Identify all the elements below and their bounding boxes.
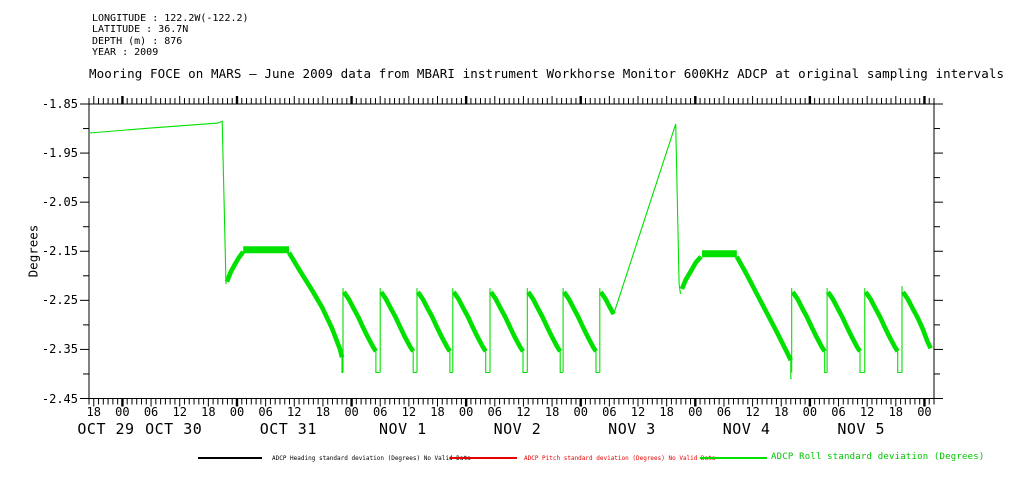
year-line: YEAR : 2009 [92,46,159,58]
roll-series-path [863,290,900,353]
chart-title: Mooring FOCE on MARS — June 2009 data fr… [89,66,1005,81]
roll-series-path [522,351,528,374]
y-tick-label: -2.35 [41,342,78,357]
roll-series-path [790,360,792,379]
x-tick-label: 18 [773,405,789,419]
roll-series-path [897,351,902,374]
roll-series-path [562,290,598,353]
roll-series-path [412,351,417,374]
date-label: NOV 4 [722,420,771,438]
station-info-block: LONGITUDE : 122.2W(-122.2) LATITUDE : 36… [92,13,249,58]
x-tick-label: 12 [401,405,417,419]
x-tick-label: 18 [315,405,331,419]
x-tick-label: 06 [831,405,846,419]
x-tick-label: 18 [430,405,445,419]
y-tick-label: -2.05 [41,195,78,210]
date-label: NOV 2 [493,420,542,438]
x-tick-label: 18 [544,405,560,419]
roll-series-path [451,290,488,353]
roll-series-path [489,290,525,353]
x-tick-label: 06 [716,405,732,419]
y-tick-label: -1.95 [41,146,78,161]
legend-pitch-label: ADCP Pitch standard deviation (Degrees) … [524,455,716,462]
latitude-line: LATITUDE : 36.7N [92,24,189,36]
x-tick-label: 18 [659,405,674,419]
roll-series-path [379,290,416,353]
roll-series-path [375,351,381,374]
x-tick-label: 06 [602,405,617,419]
roll-series-path [224,250,246,283]
x-tick-label: 00 [229,405,245,419]
roll-series-path [734,255,793,362]
roll-series-path [287,251,345,358]
y-tick-label: -1.85 [41,97,78,111]
roll-series-path [679,255,703,290]
date-label: NOV 5 [837,420,885,438]
x-tick-label: 06 [143,405,159,419]
roll-series-path [485,351,490,374]
plot-frame [88,103,935,399]
y-tick-label: -2.45 [41,391,78,406]
x-tick-label: 12 [287,405,302,419]
x-tick-label: 00 [688,405,703,419]
x-tick-label: 12 [516,405,531,419]
roll-series-path [559,351,564,374]
date-label: OCT 31 [259,420,317,438]
x-tick-label: 18 [888,405,904,419]
legend-pitch-line-swatch [450,457,517,459]
date-label: NOV 3 [608,420,656,438]
x-tick-label: 00 [917,405,932,419]
x-tick-label: 06 [372,405,388,419]
x-tick-label: 12 [859,405,875,419]
longitude-line: LONGITUDE : 122.2W(-122.2) [92,13,249,24]
roll-series-path [595,351,600,374]
date-label: NOV 1 [379,420,427,438]
legend-heading-line-swatch [198,457,262,459]
x-tick-label: 00 [344,405,359,419]
legend-heading-label: ADCP Heading standard deviation (Degrees… [272,455,471,462]
roll-series-path [342,290,378,353]
x-tick-label: 00 [802,405,818,419]
x-tick-label: 18 [201,405,216,419]
roll-series-path [613,123,682,315]
date-label: OCT 30 [145,420,203,438]
legend-roll-label: ADCP Roll standard deviation (Degrees) [771,452,985,462]
x-tick-label: 12 [745,405,760,419]
roll-series-path [526,290,563,353]
x-tick-label: 12 [172,405,187,419]
roll-series-path [826,290,862,353]
x-tick-label: 18 [86,405,101,419]
x-tick-label: 00 [115,405,130,419]
roll-series-path [449,351,453,374]
y-tick-label: -2.25 [41,293,78,308]
legend-roll-line-swatch [700,456,767,459]
roll-series-path [598,290,616,316]
roll-series-path [416,290,452,353]
date-label: OCT 29 [77,420,135,438]
roll-series-path [790,290,827,353]
x-tick-label: 06 [487,405,503,419]
roll-series-path [859,351,865,374]
roll-series-path [824,351,828,374]
depth-line: DEPTH (m) : 876 [92,35,183,47]
x-tick-label: 12 [630,405,646,419]
roll-series-path [901,290,933,350]
x-tick-label: 00 [458,405,474,419]
x-tick-label: 06 [258,405,273,419]
x-tick-label: 00 [573,405,588,419]
roll-series-path [88,120,227,285]
y-tick-label: -2.15 [41,244,78,259]
